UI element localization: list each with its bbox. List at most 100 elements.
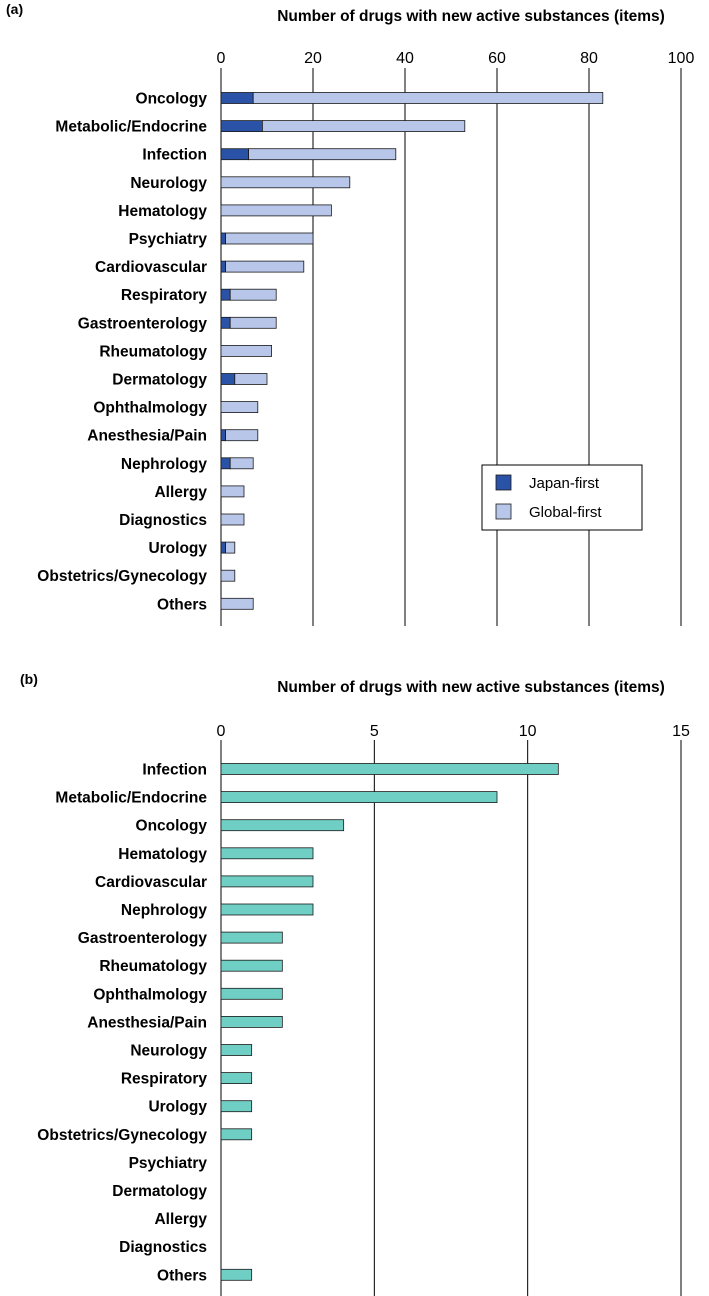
category-label-anesthesia-pain: Anesthesia/Pain xyxy=(87,428,207,445)
legend-swatch-global-first xyxy=(495,503,512,520)
panel-b-axis-title: Number of drugs with new active substanc… xyxy=(277,679,665,696)
category-label-ophthalmology: Ophthalmology xyxy=(93,986,207,1003)
bar-metabolic-endocrine-global-first xyxy=(261,120,466,132)
bar-ophthalmology-drugs xyxy=(220,987,283,1000)
bar-gastroenterology-drugs xyxy=(220,931,283,944)
panel-a-bars xyxy=(220,92,604,610)
category-label-respiratory: Respiratory xyxy=(121,287,208,304)
bar-infection-global-first xyxy=(248,148,397,161)
bar-nephrology-japan-first xyxy=(220,457,231,470)
panel-a-tick-label: 80 xyxy=(580,50,598,67)
category-label-oncology: Oncology xyxy=(136,818,208,835)
category-label-dermatology: Dermatology xyxy=(112,1183,207,1200)
category-label-nephrology: Nephrology xyxy=(121,902,207,919)
panel-b-tick-label: 5 xyxy=(370,723,379,740)
panel-b-tick-labels: 0 5 10 15 xyxy=(217,723,690,740)
category-label-gastroenterology: Gastroenterology xyxy=(78,315,208,332)
bar-urology-japan-first xyxy=(220,541,226,554)
bar-dermatology-global-first xyxy=(234,373,268,385)
category-label-ophthalmology: Ophthalmology xyxy=(93,400,207,417)
bar-obstetrics-gynecology-drugs xyxy=(220,1128,253,1141)
category-label-others: Others xyxy=(157,1267,207,1284)
panel-b-label: (b) xyxy=(20,671,38,687)
bar-gastroenterology-global-first xyxy=(229,316,277,329)
panel-a-category-labels: Oncology Metabolic/Endocrine Infection Neur… xyxy=(37,91,207,614)
bar-respiratory-japan-first xyxy=(220,288,231,301)
category-label-respiratory: Respiratory xyxy=(121,1071,208,1088)
bar-obstetrics-gynecology-global-first xyxy=(220,569,236,582)
category-label-hematology: Hematology xyxy=(118,203,207,220)
panel-a-legend: Japan-first Global-first xyxy=(481,464,643,531)
category-label-rheumatology: Rheumatology xyxy=(99,958,207,975)
category-label-neurology: Neurology xyxy=(130,175,207,192)
category-label-allergy: Allergy xyxy=(154,484,207,501)
bar-oncology-drugs xyxy=(220,819,345,832)
category-label-urology: Urology xyxy=(148,540,207,557)
bar-cardiovascular-global-first xyxy=(225,260,305,273)
bar-oncology-global-first xyxy=(252,92,604,104)
bar-hematology-drugs xyxy=(220,847,314,860)
category-label-anesthesia-pain: Anesthesia/Pain xyxy=(87,1014,207,1031)
category-label-diagnostics: Diagnostics xyxy=(119,1239,207,1256)
bar-infection-japan-first xyxy=(220,148,250,161)
panel-b-bars xyxy=(220,763,559,1281)
legend-swatch-japan-first xyxy=(495,474,512,491)
bar-ophthalmology-global-first xyxy=(220,401,259,414)
bar-anesthesia-pain-drugs xyxy=(220,1016,283,1028)
panel-a-tick-label: 20 xyxy=(304,50,322,67)
bar-cardiovascular-japan-first xyxy=(220,260,226,273)
category-label-rheumatology: Rheumatology xyxy=(99,343,207,360)
category-label-gastroenterology: Gastroenterology xyxy=(78,930,208,947)
category-label-metabolic-endocrine: Metabolic/Endocrine xyxy=(55,790,207,807)
bar-metabolic-endocrine-japan-first xyxy=(220,120,263,132)
panel-a-tick-label: 0 xyxy=(217,50,226,67)
panel-b-tick-label: 10 xyxy=(519,723,537,740)
category-label-obstetrics-gynecology: Obstetrics/Gynecology xyxy=(37,568,207,585)
bar-urology-global-first xyxy=(225,541,236,554)
bar-hematology-global-first xyxy=(220,204,332,217)
bar-diagnostics-global-first xyxy=(220,513,245,526)
bar-nephrology-global-first xyxy=(229,457,254,470)
bar-allergy-global-first xyxy=(220,485,245,498)
category-label-dermatology: Dermatology xyxy=(112,372,207,389)
bar-psychiatry-japan-first xyxy=(220,232,226,245)
category-label-urology: Urology xyxy=(148,1099,207,1116)
bar-anesthesia-pain-global-first xyxy=(225,429,259,442)
panel-a-gridlines xyxy=(220,68,682,626)
bar-rheumatology-drugs xyxy=(220,959,283,972)
bar-respiratory-drugs xyxy=(220,1072,253,1084)
panel-a-axis-title: Number of drugs with new active substanc… xyxy=(277,8,665,25)
panel-a-tick-label: 40 xyxy=(396,50,414,67)
category-label-metabolic-endocrine: Metabolic/Endocrine xyxy=(55,119,207,136)
category-label-nephrology: Nephrology xyxy=(121,456,207,473)
category-label-psychiatry: Psychiatry xyxy=(129,231,208,248)
bar-infection-drugs xyxy=(220,763,559,775)
category-label-obstetrics-gynecology: Obstetrics/Gynecology xyxy=(37,1127,207,1144)
category-label-cardiovascular: Cardiovascular xyxy=(95,874,207,891)
category-label-neurology: Neurology xyxy=(130,1043,207,1060)
panel-a-label: (a) xyxy=(6,1,23,17)
bar-others-drugs xyxy=(220,1268,253,1281)
bar-psychiatry-global-first xyxy=(225,232,314,245)
category-label-infection: Infection xyxy=(142,147,207,164)
category-label-cardiovascular: Cardiovascular xyxy=(95,259,207,276)
category-label-psychiatry: Psychiatry xyxy=(129,1155,208,1172)
bar-neurology-global-first xyxy=(220,176,351,189)
category-label-oncology: Oncology xyxy=(136,91,208,108)
category-label-others: Others xyxy=(157,596,207,613)
bar-anesthesia-pain-japan-first xyxy=(220,429,226,442)
bar-oncology-japan-first xyxy=(220,92,254,104)
panel-b-tick-label: 0 xyxy=(217,723,226,740)
category-label-infection: Infection xyxy=(142,762,207,779)
category-label-diagnostics: Diagnostics xyxy=(119,512,207,529)
bar-cardiovascular-drugs xyxy=(220,875,314,888)
bar-neurology-drugs xyxy=(220,1044,253,1056)
bar-respiratory-global-first xyxy=(229,288,277,301)
legend-label-global-first: Global-first xyxy=(529,504,602,521)
bar-rheumatology-global-first xyxy=(220,344,272,357)
panel-a-tick-label: 60 xyxy=(488,50,506,67)
panel-a-chart: (a) Number of drugs with new active subs… xyxy=(6,1,694,626)
panel-b-category-labels: Infection Metabolic/Endocrine Oncology Hema… xyxy=(37,762,207,1285)
bar-urology-drugs xyxy=(220,1100,253,1113)
